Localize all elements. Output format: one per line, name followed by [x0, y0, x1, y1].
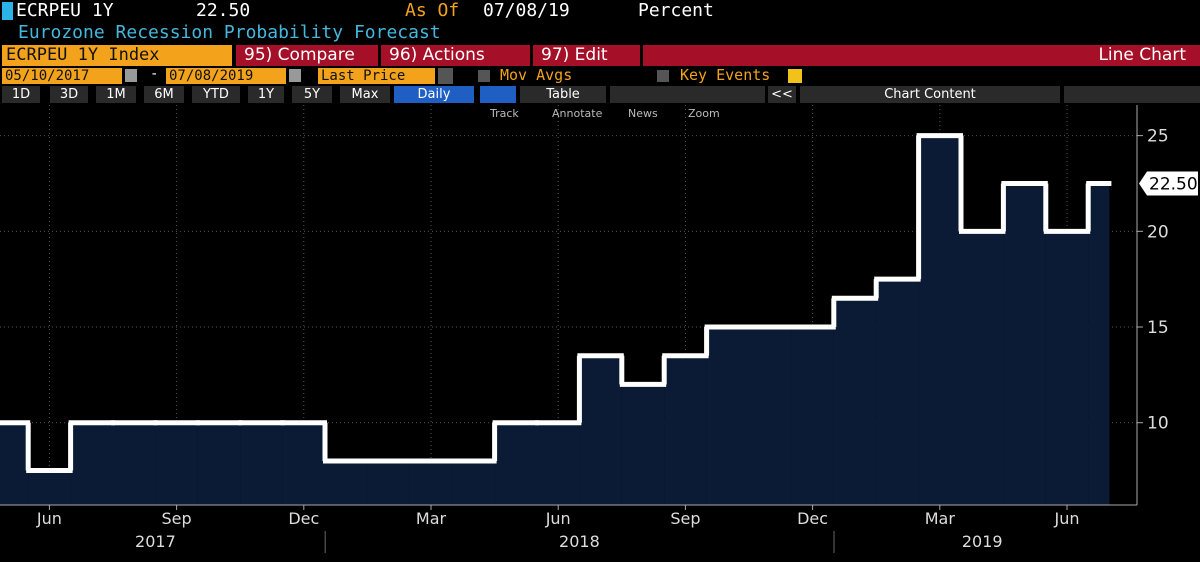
tool-button[interactable]: Zoom — [688, 107, 720, 120]
range-button[interactable]: 1M — [96, 86, 136, 103]
collapse-button[interactable]: << — [768, 86, 796, 103]
area — [579, 355, 622, 505]
ticker: ECRPEU 1Y — [16, 0, 114, 21]
area — [1088, 183, 1110, 505]
range-button[interactable]: Max — [340, 86, 390, 103]
x-tick-label: Mar — [416, 509, 447, 528]
area — [282, 422, 325, 505]
tool-button[interactable]: Track — [490, 107, 519, 120]
x-tick-label: Jun — [1054, 509, 1080, 528]
area — [0, 422, 29, 505]
area — [113, 422, 156, 505]
area — [28, 470, 71, 505]
area — [70, 422, 113, 505]
as-of-date: 07/08/19 — [483, 0, 570, 21]
security-field[interactable]: ECRPEU 1Y Index — [2, 45, 232, 66]
area — [537, 422, 580, 505]
periodicity-button[interactable]: Daily — [394, 86, 474, 103]
units: Percent — [638, 0, 714, 21]
description: Eurozone Recession Probability Forecast — [18, 22, 441, 43]
area — [961, 231, 1004, 505]
calendar-icon[interactable] — [125, 69, 137, 82]
area — [452, 460, 495, 505]
x-tick-label: Sep — [670, 509, 700, 528]
area — [367, 460, 410, 505]
spacer-button — [610, 86, 765, 103]
range-button[interactable]: 1D — [2, 86, 40, 103]
calendar-icon[interactable] — [289, 69, 301, 82]
y-tick-label: 25 — [1147, 127, 1169, 147]
area — [918, 135, 961, 505]
start-date[interactable]: 05/10/2017 — [2, 68, 122, 84]
x-tick-label: Dec — [288, 509, 319, 528]
tool-button[interactable]: News — [628, 107, 658, 120]
x-tick-label: Dec — [797, 509, 828, 528]
x-tick-label: Jun — [545, 509, 571, 528]
y-tick-label: 10 — [1147, 414, 1169, 434]
range-button[interactable]: 3D — [50, 86, 88, 103]
edit-button[interactable]: 97) Edit — [533, 45, 640, 66]
compare-button[interactable]: 95) Compare — [236, 45, 378, 66]
last-value-label: 22.50 — [1149, 174, 1198, 194]
area — [876, 279, 919, 505]
area — [1045, 231, 1089, 505]
view-bar: Line Chart — [643, 45, 1200, 66]
x-tick-label: Mar — [925, 509, 956, 528]
area — [197, 422, 241, 505]
settings-button[interactable] — [1064, 86, 1200, 103]
status-square — [2, 2, 13, 20]
area — [664, 355, 707, 505]
area — [240, 422, 283, 505]
area — [749, 327, 792, 505]
end-date[interactable]: 07/08/2019 — [166, 68, 286, 84]
area — [155, 422, 198, 505]
key-events[interactable]: Key Events — [680, 66, 771, 84]
area — [494, 422, 537, 505]
area — [833, 298, 877, 505]
actions-button[interactable]: 96) Actions — [381, 45, 530, 66]
range-button[interactable]: 5Y — [292, 86, 332, 103]
tool-button[interactable]: Annotate — [552, 107, 603, 120]
range-button[interactable]: 6M — [144, 86, 184, 103]
x-group-label: 2017 — [135, 532, 176, 551]
table-button[interactable]: Table — [520, 86, 606, 103]
area — [621, 384, 665, 505]
range-button[interactable]: 1Y — [248, 86, 284, 103]
checkbox[interactable] — [657, 70, 669, 82]
field-select[interactable]: Last Price — [318, 68, 435, 84]
dropdown-arrow[interactable] — [438, 68, 453, 84]
range-button[interactable]: YTD — [192, 86, 240, 103]
mov-avgs[interactable]: Mov Avgs — [500, 66, 573, 84]
chart-content-button[interactable]: Chart Content — [800, 86, 1060, 103]
x-tick-label: Jun — [36, 509, 62, 528]
last-price: 22.50 — [196, 0, 251, 21]
info-icon[interactable] — [788, 69, 802, 83]
y-tick-label: 20 — [1147, 222, 1169, 242]
chart-type-button[interactable] — [480, 86, 516, 103]
area — [325, 460, 368, 505]
y-tick-label: 15 — [1147, 318, 1169, 338]
x-tick-label: Sep — [162, 509, 192, 528]
as-of-label: As Of — [405, 0, 460, 21]
area — [409, 460, 453, 505]
checkbox[interactable] — [478, 70, 490, 82]
chart: 10 15 20 25 Jun Sep Dec Mar Jun Sep Dec Mar Jun 2017 2… — [0, 105, 1198, 553]
last-value-box — [1139, 171, 1198, 196]
x-group-label: 2018 — [559, 532, 600, 551]
area — [1003, 183, 1046, 505]
x-group-label: 2019 — [962, 532, 1003, 551]
area — [706, 327, 749, 505]
area — [791, 327, 834, 505]
date-separator: - — [150, 66, 159, 82]
